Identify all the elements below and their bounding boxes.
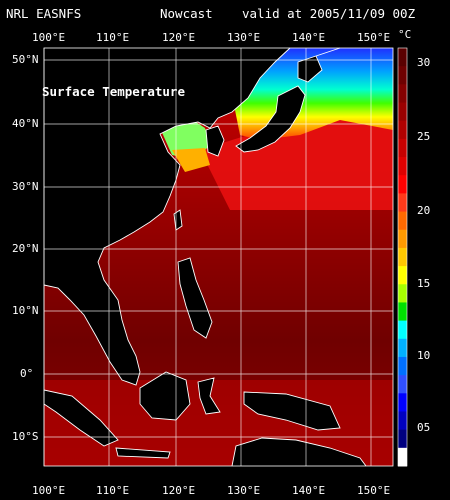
map-title: Surface Temperature bbox=[42, 84, 185, 99]
lon-label-top-120: 120°E bbox=[162, 31, 196, 44]
korea bbox=[206, 126, 224, 156]
borneo bbox=[140, 372, 190, 420]
colorbar-frame bbox=[397, 47, 408, 467]
colorbar-swatch bbox=[398, 102, 407, 122]
colorbar-swatch bbox=[398, 447, 407, 467]
lon-label-top-100: 100°E bbox=[32, 31, 66, 44]
product-label: Nowcast bbox=[160, 6, 213, 21]
colorbar-swatch bbox=[398, 429, 407, 449]
lon-label-top-140: 140°E bbox=[292, 31, 326, 44]
lat-label-30n: 30°N bbox=[12, 180, 39, 193]
colorbar-swatch bbox=[398, 193, 407, 213]
colorbar-unit: °C bbox=[398, 28, 412, 41]
colorbar-tick-20: 20 bbox=[417, 204, 431, 217]
lat-label-50n: 50°N bbox=[12, 53, 39, 66]
philippines bbox=[178, 258, 212, 338]
asia-mainland bbox=[44, 48, 290, 385]
colorbar-swatch bbox=[398, 157, 407, 176]
source-label: NRL EASNFS bbox=[6, 6, 82, 21]
lat-label-0: 0° bbox=[20, 367, 34, 380]
valid-time-label: valid at 2005/11/09 00Z bbox=[242, 6, 416, 21]
colorbar-swatch bbox=[398, 411, 407, 431]
colorbar-swatch bbox=[398, 284, 407, 303]
colorbar-swatch bbox=[398, 356, 407, 376]
colorbar-swatch bbox=[398, 247, 407, 267]
colorbar-tick-30: 30 bbox=[417, 56, 431, 69]
new-guinea bbox=[244, 392, 340, 430]
colorbar-swatch bbox=[398, 229, 407, 249]
lon-label-top-150: 150°E bbox=[357, 31, 391, 44]
colorbar-swatch bbox=[398, 393, 407, 412]
australia bbox=[232, 438, 366, 466]
colorbar-swatch bbox=[398, 120, 407, 140]
sumatra bbox=[44, 390, 118, 446]
colorbar-swatch bbox=[398, 375, 407, 394]
lon-label-bottom-100: 100°E bbox=[32, 484, 66, 497]
lon-label-top-110: 110°E bbox=[96, 31, 130, 44]
colorbar-swatch bbox=[398, 138, 407, 158]
sulawesi bbox=[198, 378, 220, 414]
colorbar-swatch bbox=[398, 48, 407, 67]
hokkaido bbox=[298, 56, 322, 82]
colorbar-tick-15: 15 bbox=[417, 277, 431, 290]
lon-label-bottom-140: 140°E bbox=[292, 484, 326, 497]
java bbox=[116, 448, 170, 458]
colorbar-tick-05: 05 bbox=[417, 421, 431, 434]
colorbar-swatch bbox=[398, 175, 407, 194]
lat-label-40n: 40°N bbox=[12, 117, 39, 130]
colorbar bbox=[397, 47, 408, 467]
japan bbox=[236, 86, 305, 152]
lon-label-bottom-150: 150°E bbox=[357, 484, 391, 497]
lon-label-bottom-120: 120°E bbox=[162, 484, 196, 497]
colorbar-swatch bbox=[398, 211, 407, 231]
colorbar-swatch bbox=[398, 266, 407, 285]
lon-label-bottom-110: 110°E bbox=[96, 484, 130, 497]
lon-label-bottom-130: 130°E bbox=[227, 484, 261, 497]
colorbar-tick-10: 10 bbox=[417, 349, 431, 362]
lat-label-10n: 10°N bbox=[12, 304, 39, 317]
lat-label-20n: 20°N bbox=[12, 242, 39, 255]
colorbar-swatch bbox=[398, 320, 407, 340]
lat-label-10s: 10°S bbox=[12, 430, 39, 443]
colorbar-swatch bbox=[398, 302, 407, 322]
lon-label-top-130: 130°E bbox=[227, 31, 261, 44]
colorbar-swatch bbox=[398, 84, 407, 104]
colorbar-swatch bbox=[398, 66, 407, 85]
colorbar-tick-25: 25 bbox=[417, 130, 431, 143]
colorbar-swatch bbox=[398, 338, 407, 358]
